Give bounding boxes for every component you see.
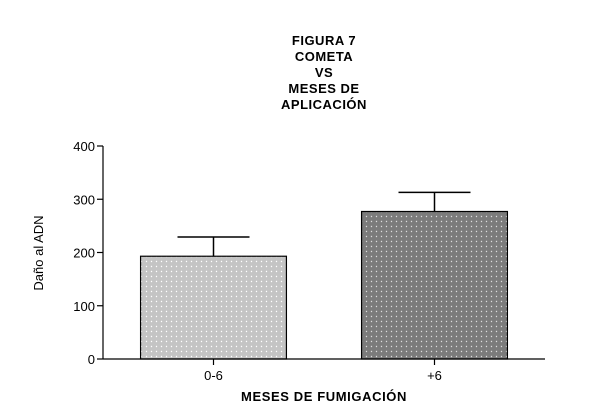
y-tick-label: 400	[73, 139, 95, 154]
title-line-5: APLICACIÓN	[281, 97, 367, 112]
bar-second	[360, 210, 509, 360]
x-axis-title: MESES DE FUMIGACIÓN	[241, 389, 407, 404]
y-tick-label: 100	[73, 299, 95, 314]
x-tick-label: +6	[427, 368, 442, 383]
y-axis-label: Daño al ADN	[31, 215, 46, 290]
y-tick-label: 0	[88, 352, 95, 367]
x-tick-label: 0-6	[204, 368, 223, 383]
title-line-4: MESES DE	[288, 81, 359, 96]
title-line-3: VS	[315, 65, 333, 80]
bar-first	[139, 255, 288, 360]
title-line-1: FIGURA 7	[292, 33, 356, 48]
chart-title: FIGURA 7 COMETA VS MESES DE APLICACIÓN	[281, 33, 367, 112]
x-axis: 0-6 +6	[103, 358, 545, 383]
bars	[139, 191, 509, 360]
title-line-2: COMETA	[295, 49, 353, 64]
y-tick-label: 300	[73, 192, 95, 207]
y-axis: 0 100 200 300 400	[73, 139, 104, 367]
y-tick-label: 200	[73, 246, 95, 261]
